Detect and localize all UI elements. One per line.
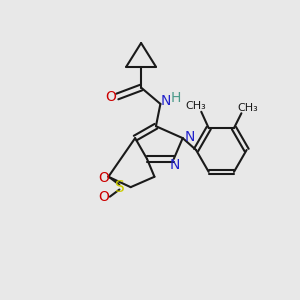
Text: H: H: [171, 91, 181, 105]
Text: N: N: [170, 158, 181, 172]
Text: O: O: [98, 171, 110, 184]
Text: O: O: [105, 89, 116, 103]
Text: CH₃: CH₃: [185, 101, 206, 111]
Text: N: N: [185, 130, 195, 144]
Text: S: S: [116, 180, 125, 195]
Text: CH₃: CH₃: [238, 103, 258, 113]
Text: N: N: [160, 94, 171, 108]
Text: O: O: [98, 190, 110, 204]
